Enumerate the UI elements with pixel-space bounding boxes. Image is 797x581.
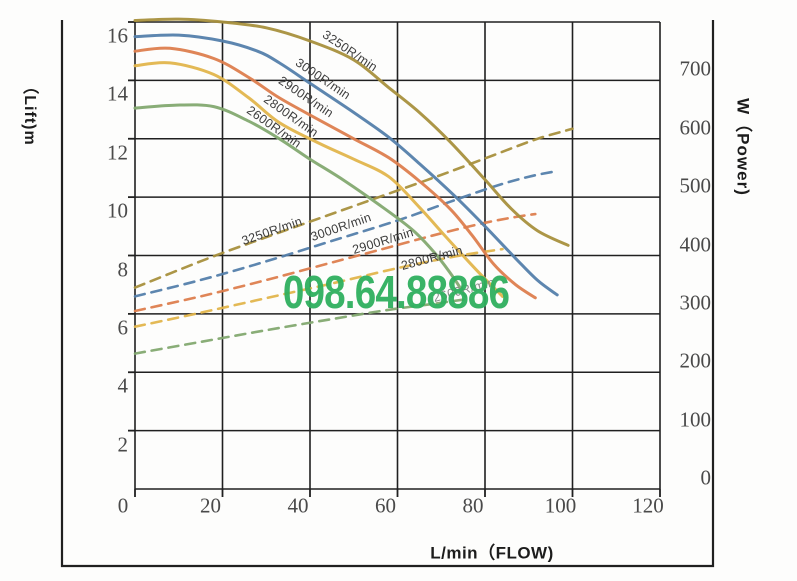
left-axis-tick-12: 12 [107,140,128,165]
watermark-phone-number: 098.64.88886 [282,266,510,318]
lift-curve-2800 [133,61,504,298]
x-axis-tick-60: 60 [375,493,396,518]
x-axis-tick-120: 120 [632,493,664,518]
lift-curve-2600 [133,103,467,298]
right-axis-tick-200: 200 [679,348,712,373]
right-axis-tick-100: 100 [679,407,712,432]
power-curve-2800 [133,247,504,328]
right-axis-tick-0: 0 [700,465,712,490]
x-axis-tick-0: 0 [117,493,129,518]
left-axis-tick-4: 4 [117,373,129,398]
left-axis-tick-6: 6 [117,315,129,340]
right-axis-tick-300: 300 [679,290,712,315]
left-axis-tick-10: 10 [107,198,128,223]
power-curve-3250 [133,127,574,289]
lift-curve-3250 [133,17,570,247]
left-axis-tick-8: 8 [117,257,129,281]
right-axis-tick-400: 400 [679,232,712,256]
x-axis-tick-80: 80 [462,493,484,518]
right-axis-tick-500: 500 [679,173,712,198]
x-axis-title: L/min（FLOW) [430,543,554,563]
right-axis-title: W（Power) [733,98,753,196]
right-axis-tick-700: 700 [679,56,712,81]
outer-frame [60,20,715,568]
power-curve-2600 [133,298,467,355]
tick-marks [128,21,661,497]
power-curve-2900 [133,212,537,313]
left-axis-tick-14: 14 [107,81,128,106]
x-axis-tick-20: 20 [200,493,221,518]
right-axis-tick-600: 600 [679,115,712,140]
x-axis-tick-100: 100 [544,493,577,518]
lift-curve-3000 [133,33,559,297]
left-axis-title: （Lift)m [21,78,38,146]
power-curve-3000 [133,170,557,298]
left-axis-tick-2: 2 [117,432,129,457]
x-axis-tick-40: 40 [287,493,309,518]
left-axis-tick-16: 16 [107,23,128,48]
lift-curve-2900 [133,46,537,300]
